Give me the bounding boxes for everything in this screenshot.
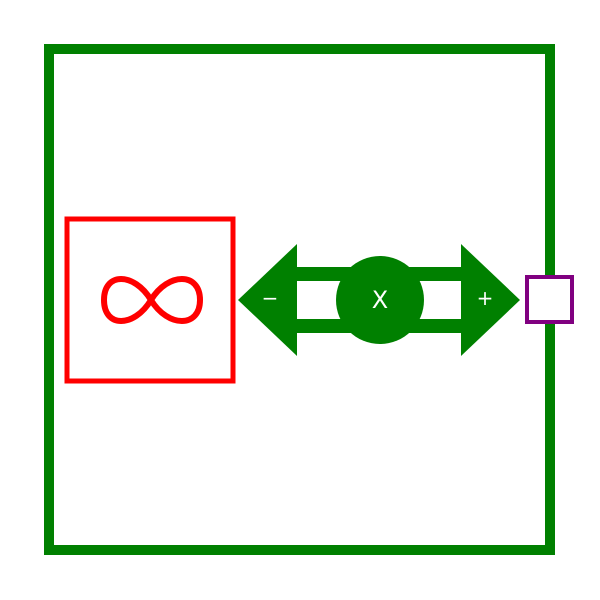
junction-circle-icon (336, 256, 424, 344)
center-x-label: X (372, 286, 388, 314)
plus-label: + (477, 286, 494, 310)
source-block[interactable] (64, 216, 236, 384)
double-arrow-connector[interactable]: − X + (238, 244, 520, 356)
minus-label: − (262, 286, 279, 310)
infinity-icon (101, 276, 203, 324)
right-arrowhead-icon (461, 244, 520, 356)
source-block-border (64, 216, 236, 384)
port-square-icon[interactable] (525, 275, 574, 324)
left-arrowhead-icon (238, 244, 297, 356)
